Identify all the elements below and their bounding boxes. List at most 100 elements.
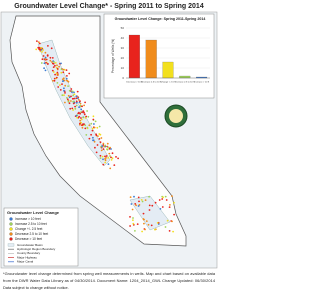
well-dot (85, 134, 88, 136)
well-dot (135, 204, 138, 207)
legend-swatch (9, 227, 13, 231)
well-dot (77, 98, 80, 101)
well-dot (57, 74, 59, 76)
footnote-line: from the DWR Water Data Library as of 04… (3, 278, 216, 283)
y-tick-label: 30 (121, 46, 125, 50)
well-dot (109, 167, 112, 170)
well-dot (106, 148, 109, 151)
well-dot (62, 68, 65, 71)
well-dot (158, 199, 161, 201)
well-dot (95, 133, 97, 136)
legend-swatch (9, 222, 13, 226)
well-dot (104, 144, 106, 147)
well-dot (132, 219, 134, 222)
well-dot (154, 201, 157, 204)
well-dot (99, 154, 102, 157)
well-dot (68, 96, 71, 99)
well-dot (79, 104, 82, 107)
well-dot (38, 48, 41, 51)
well-dot (92, 118, 95, 121)
well-dot (140, 199, 143, 201)
well-dot (75, 114, 78, 117)
well-dot (134, 203, 137, 205)
well-dot (59, 84, 61, 86)
well-dot (79, 100, 81, 102)
well-dot (41, 51, 43, 53)
well-dot (98, 138, 101, 140)
well-dot (86, 126, 89, 129)
well-dot (79, 119, 82, 122)
well-dot (94, 146, 96, 149)
well-dot (63, 94, 65, 97)
well-dot (46, 54, 49, 56)
well-dot (99, 133, 102, 136)
well-dot (50, 47, 53, 50)
x-tick-label: Decrease > 10 ft (126, 81, 143, 84)
well-dot (62, 71, 65, 74)
well-dot (88, 137, 91, 140)
well-dot (68, 102, 71, 105)
well-dot (66, 75, 68, 77)
well-dot (78, 115, 81, 118)
well-dot (129, 225, 132, 227)
well-dot (54, 73, 56, 76)
well-dot (82, 110, 85, 113)
well-dot (164, 226, 167, 228)
well-dot (70, 88, 73, 90)
well-dot (97, 135, 99, 138)
well-dot (59, 89, 62, 91)
well-dot (107, 157, 110, 159)
well-dot (154, 228, 156, 231)
well-dot (111, 157, 114, 160)
well-dot (129, 196, 132, 199)
well-dot (65, 77, 68, 80)
well-dot (161, 198, 164, 200)
well-dot (43, 62, 46, 65)
well-dot (43, 67, 45, 70)
well-dot (145, 220, 148, 223)
well-dot (107, 163, 110, 166)
well-dot (150, 224, 153, 227)
well-dot (61, 94, 64, 97)
well-dot (81, 111, 83, 114)
well-dot (66, 79, 68, 82)
well-dot (74, 105, 76, 108)
well-dot (55, 66, 58, 69)
well-dot (63, 89, 65, 92)
well-dot (35, 48, 38, 51)
well-dot (132, 217, 134, 219)
well-dot (39, 47, 42, 50)
well-dot (130, 203, 133, 205)
bar (162, 61, 174, 79)
footnote: *Groundwater level change determined fro… (3, 271, 216, 290)
well-dot (76, 90, 79, 93)
well-dot (142, 212, 145, 215)
legend-label: Increase 2.5 to 10 feet (15, 222, 47, 226)
well-dot (68, 89, 71, 92)
well-dot (51, 69, 54, 72)
well-dot (67, 100, 70, 103)
legend-label: Increase > 10 feet (15, 217, 41, 221)
well-dot (38, 42, 41, 45)
well-dot (99, 157, 102, 160)
legend-label: County Boundary (17, 251, 41, 255)
well-dot (171, 220, 173, 223)
well-dot (53, 77, 56, 80)
well-dot (87, 115, 90, 118)
well-dot (106, 142, 109, 145)
well-dot (83, 113, 86, 116)
legend-label: Hydrologic Region Boundary (17, 247, 56, 251)
well-dot (64, 84, 67, 87)
well-dot (44, 51, 47, 54)
well-dot (73, 93, 76, 96)
well-dot (162, 196, 165, 199)
well-dot (93, 126, 96, 129)
well-dot (40, 48, 43, 51)
well-dot (172, 230, 175, 233)
well-dot (53, 79, 56, 82)
well-dot (41, 58, 44, 61)
well-dot (95, 151, 98, 154)
well-dot (111, 152, 114, 155)
well-dot (73, 91, 75, 94)
well-dot (67, 94, 70, 97)
